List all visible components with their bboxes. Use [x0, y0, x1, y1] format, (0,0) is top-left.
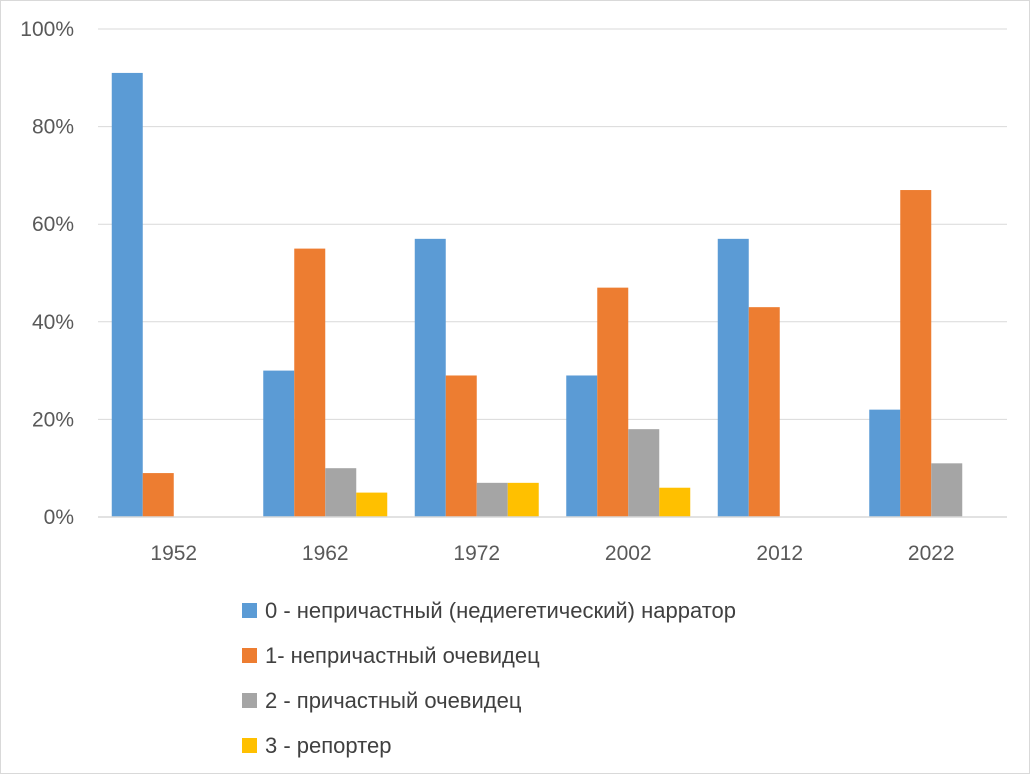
y-tick-label: 80%: [32, 116, 74, 139]
legend-label: 0 - непричастный (недиегетический) нарра…: [265, 597, 736, 623]
bar-2022-series-1: [900, 190, 932, 518]
bar-1972-series-3: [507, 482, 539, 517]
y-tick-label: 0%: [44, 506, 74, 529]
bar-1972-series-0: [414, 238, 446, 517]
bar-chart: 0% 20% 40% 60% 80% 100% 1952 1962 1972 2002 2012 2…: [20, 18, 1007, 565]
legend-item: 1- непричастный очевидец: [242, 633, 736, 678]
bar-2002-series-0: [566, 375, 598, 517]
x-tick-label: 2022: [908, 542, 955, 565]
y-tick-label: 20%: [32, 408, 74, 431]
legend-swatch: [242, 648, 257, 663]
x-tick-label: 1952: [150, 542, 197, 565]
bar-2022-series-2: [931, 463, 963, 517]
legend-swatch: [242, 693, 257, 708]
x-tick-label: 2012: [756, 542, 803, 565]
y-tick-label: 40%: [32, 311, 74, 334]
bar-1962-series-1: [294, 248, 326, 517]
bar-2002-series-2: [628, 429, 660, 517]
legend-label: 2 - причастный очевидец: [265, 687, 522, 713]
legend-item: 3 - репортер: [242, 723, 736, 768]
legend-label: 1- непричастный очевидец: [265, 642, 540, 668]
legend-swatch: [242, 738, 257, 753]
y-tick-label: 100%: [20, 18, 74, 41]
bars: [111, 72, 963, 518]
bar-2012-series-0: [717, 238, 749, 517]
legend-item: 2 - причастный очевидец: [242, 678, 736, 723]
bar-2012-series-1: [748, 307, 780, 517]
bar-1962-series-0: [263, 370, 295, 517]
legend-label: 3 - репортер: [265, 732, 392, 758]
bar-1972-series-1: [445, 375, 477, 517]
y-axis-ticks: 0% 20% 40% 60% 80% 100%: [20, 18, 74, 529]
bar-2002-series-3: [659, 487, 691, 517]
bar-2002-series-1: [597, 287, 629, 517]
bar-1962-series-2: [325, 468, 357, 517]
legend-item: 0 - непричастный (недиегетический) нарра…: [242, 588, 736, 633]
x-axis-ticks: 1952 1962 1972 2002 2012 2022: [150, 542, 954, 565]
bar-1952-series-1: [142, 473, 174, 517]
gridlines: [98, 28, 1007, 420]
bar-2022-series-0: [869, 409, 901, 517]
bar-1962-series-3: [356, 492, 388, 517]
bar-1952-series-0: [111, 72, 143, 518]
y-tick-label: 60%: [32, 213, 74, 236]
bar-1972-series-2: [476, 482, 508, 517]
x-tick-label: 2002: [605, 542, 652, 565]
x-tick-label: 1962: [302, 542, 349, 565]
legend: 0 - непричастный (недиегетический) нарра…: [242, 588, 736, 768]
x-tick-label: 1972: [453, 542, 500, 565]
legend-swatch: [242, 603, 257, 618]
